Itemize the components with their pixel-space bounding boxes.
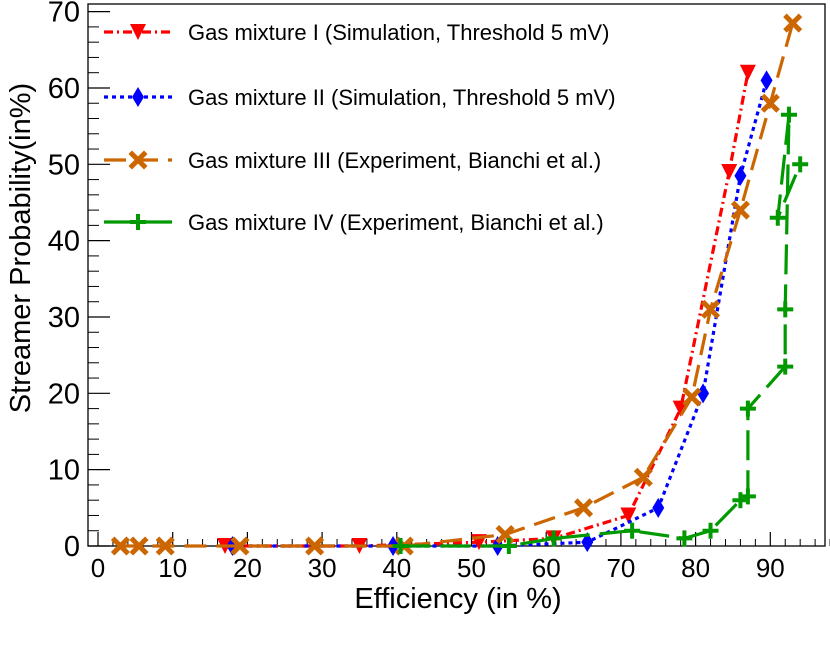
data-point (652, 497, 665, 518)
legend-item-3: Gas mixture III (Experiment, Bianchi et … (104, 148, 601, 173)
data-point (230, 536, 250, 556)
y-tick-label: 0 (64, 531, 80, 563)
data-point (624, 522, 641, 539)
data-point (783, 13, 803, 33)
data-point (392, 538, 409, 554)
x-tick-label: 30 (308, 553, 337, 583)
x-tick-label: 40 (382, 553, 411, 583)
data-point (132, 87, 144, 107)
data-point (702, 522, 719, 539)
y-tick-label: 70 (48, 0, 80, 29)
data-point (739, 488, 756, 505)
legend-item-2: Gas mixture II (Simulation, Threshold 5 … (104, 85, 616, 110)
y-tick-label: 10 (48, 455, 80, 487)
x-tick-label: 10 (158, 553, 187, 583)
data-point (760, 70, 773, 91)
data-point (110, 536, 130, 556)
legend-label: Gas mixture II (Simulation, Threshold 5 … (188, 85, 616, 110)
series-4 (392, 106, 809, 554)
x-tick-label: 50 (457, 553, 486, 583)
y-tick-label: 20 (48, 378, 80, 410)
data-point (760, 93, 780, 113)
x-tick-label: 60 (532, 553, 561, 583)
data-point (581, 532, 594, 553)
data-point (500, 538, 517, 554)
y-axis-title: Streamer Probability(in%) (5, 83, 37, 413)
data-point (701, 299, 721, 319)
data-point (130, 214, 146, 230)
data-point (682, 387, 702, 407)
data-point (739, 64, 756, 81)
legend-label: Gas mixture IV (Experiment, Bianchi et a… (188, 210, 604, 235)
data-point (676, 530, 693, 547)
data-point (730, 200, 750, 220)
data-point (130, 24, 146, 40)
data-point (792, 156, 809, 173)
x-tick-label: 20 (233, 553, 262, 583)
series-line (120, 22, 795, 548)
data-point (769, 209, 786, 226)
legend: Gas mixture I (Simulation, Threshold 5 m… (104, 20, 616, 235)
y-tick-label: 60 (48, 73, 80, 105)
data-point (620, 507, 637, 524)
data-point (777, 358, 794, 375)
data-point (734, 165, 747, 186)
data-point (780, 106, 797, 123)
data-point (545, 530, 562, 547)
data-point (777, 301, 794, 318)
x-tick-label: 0 (91, 553, 105, 583)
legend-item-4: Gas mixture IV (Experiment, Bianchi et a… (104, 210, 604, 235)
data-point (129, 536, 149, 556)
x-tick-label: 80 (681, 553, 710, 583)
x-axis-title: Efficiency (in %) (354, 583, 561, 615)
axes: 0 10 20 30 40 50 60 70 80 90 0 10 20 30 40 50 60 70 (48, 0, 830, 583)
data-point (155, 536, 175, 556)
data-point (574, 498, 594, 518)
y-tick-label: 40 (48, 226, 80, 258)
data-point (128, 150, 148, 170)
legend-label: Gas mixture I (Simulation, Threshold 5 m… (188, 20, 609, 45)
legend-label: Gas mixture III (Experiment, Bianchi et … (188, 148, 601, 173)
series-group (110, 13, 809, 556)
x-tick-label: 90 (756, 553, 785, 583)
data-point (721, 163, 738, 180)
data-point (633, 467, 653, 487)
data-point (739, 400, 756, 417)
data-point (697, 383, 710, 404)
y-tick-label: 50 (48, 149, 80, 181)
data-point (305, 536, 325, 556)
legend-item-1: Gas mixture I (Simulation, Threshold 5 m… (104, 20, 609, 45)
series-line (400, 113, 802, 548)
x-tick-label: 70 (606, 553, 635, 583)
y-tick-label: 30 (48, 302, 80, 334)
